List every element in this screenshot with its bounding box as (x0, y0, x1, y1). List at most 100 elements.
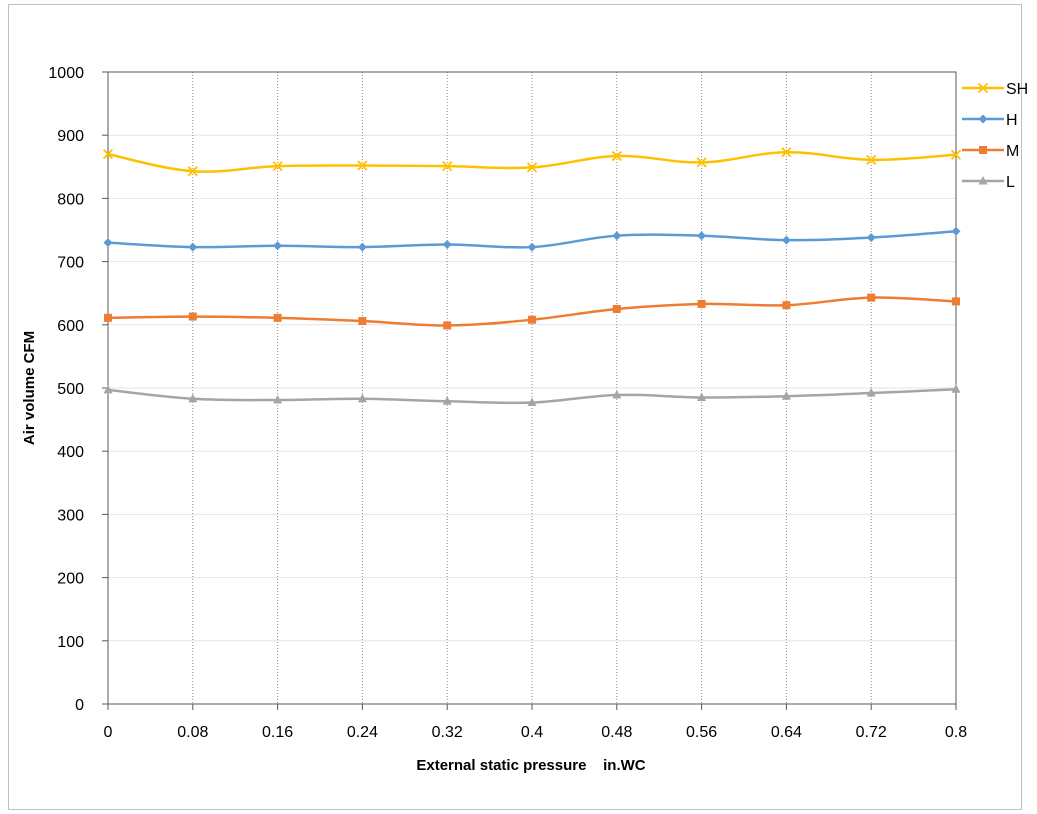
x-tick-label: 0.4 (521, 724, 543, 741)
legend-label-l: L (1006, 174, 1015, 191)
data-point-h (103, 238, 113, 248)
chart-frame (8, 4, 1022, 810)
data-point-h (273, 241, 283, 251)
y-tick-label: 1000 (48, 65, 84, 82)
series-sh (102, 147, 962, 177)
y-tick-label: 300 (57, 507, 84, 524)
x-marker-stroke (866, 154, 877, 165)
axes: 0 100 200 300 400 500 600 700 800 900 1000 0 0.08 0.1… (48, 65, 967, 741)
legend: SH HML (962, 81, 1028, 191)
y-tick-label: 500 (57, 381, 84, 398)
data-point-h (442, 240, 452, 250)
legend-label-m: M (1006, 143, 1019, 160)
data-point-m (867, 293, 876, 302)
y-tick-label: 100 (57, 634, 84, 651)
y-tick-label: 700 (57, 255, 84, 272)
legend-label-h: H (1006, 112, 1018, 129)
y-tick-label: 600 (57, 318, 84, 335)
x-tick-label: 0.08 (177, 724, 208, 741)
x-tick-label: 0.72 (856, 724, 887, 741)
legend-marker-sh (977, 82, 989, 94)
legend-item-l: L (962, 174, 1015, 191)
data-point-h (781, 235, 791, 245)
y-tick-label: 400 (57, 444, 84, 461)
data-point-h (697, 231, 707, 241)
data-point-m (104, 313, 112, 322)
data-point-h (527, 242, 537, 252)
y-tick-label: 900 (57, 128, 84, 145)
x-marker-stroke (442, 161, 453, 172)
x-tick-label: 0.24 (347, 724, 378, 741)
x-tick-label: 0.48 (601, 724, 632, 741)
data-point-m (697, 299, 706, 308)
data-point-l (442, 396, 452, 405)
data-point-sh (950, 149, 962, 160)
x-tick-label: 0.32 (432, 724, 463, 741)
data-point-sh (357, 160, 368, 171)
x-marker-stroke (950, 149, 962, 160)
series-lines (102, 147, 962, 407)
y-tick-label: 0 (75, 697, 84, 714)
legend-marker-m (979, 146, 987, 154)
data-point-sh (526, 162, 538, 173)
data-point-sh (866, 154, 877, 165)
data-point-h (357, 242, 367, 252)
data-point-l (612, 389, 622, 399)
data-point-m (612, 305, 621, 313)
data-point-sh (187, 166, 198, 177)
x-marker-stroke (357, 160, 368, 171)
x-marker-stroke (781, 147, 792, 158)
legend-marker-h (978, 114, 988, 124)
x-marker-stroke (611, 150, 622, 162)
data-point-sh (272, 161, 283, 172)
x-axis-title: External static pressure in.WC (416, 757, 645, 774)
legend-item-m: M (962, 143, 1019, 160)
y-tick-label: 200 (57, 571, 84, 588)
data-point-l (273, 395, 283, 404)
data-point-h (612, 231, 622, 241)
series-l (103, 384, 961, 407)
data-point-m (273, 313, 282, 322)
x-marker-stroke (102, 149, 114, 160)
x-marker-stroke (696, 157, 707, 168)
x-marker-stroke (977, 82, 989, 94)
series-m (104, 293, 960, 330)
data-point-l (103, 384, 113, 394)
data-point-h (866, 233, 876, 243)
legend-marker-l (978, 176, 988, 185)
data-point-l (866, 388, 876, 397)
data-point-sh (696, 157, 707, 168)
data-point-m (952, 297, 960, 306)
data-point-l (951, 384, 961, 393)
legend-item-sh: SH (962, 81, 1028, 98)
data-point-m (358, 317, 367, 326)
data-point-l (697, 392, 707, 401)
data-point-l (527, 397, 537, 407)
data-point-sh (611, 150, 622, 162)
data-point-l (357, 393, 367, 403)
data-point-m (528, 315, 536, 324)
legend-item-h: H (962, 112, 1018, 129)
data-point-l (188, 393, 198, 403)
data-point-l (781, 391, 791, 400)
data-point-m (443, 321, 452, 330)
x-marker-stroke (272, 161, 283, 172)
y-tick-label: 800 (57, 191, 84, 208)
x-tick-label: 0.16 (262, 724, 293, 741)
data-point-sh (781, 147, 792, 158)
x-tick-label: 0.56 (686, 724, 717, 741)
data-point-m (188, 312, 197, 321)
legend-label-sh: SH (1006, 81, 1028, 98)
data-point-sh (102, 149, 114, 160)
data-point-m (782, 301, 791, 310)
series-h (103, 226, 961, 252)
data-point-sh (442, 161, 453, 172)
x-marker-stroke (526, 162, 538, 173)
x-marker-stroke (187, 166, 198, 177)
x-tick-label: 0.64 (771, 724, 802, 741)
y-axis-title: Air volume CFM (21, 331, 38, 445)
data-point-h (951, 226, 961, 236)
data-point-h (188, 242, 198, 252)
x-tick-label: 0.8 (945, 724, 967, 741)
